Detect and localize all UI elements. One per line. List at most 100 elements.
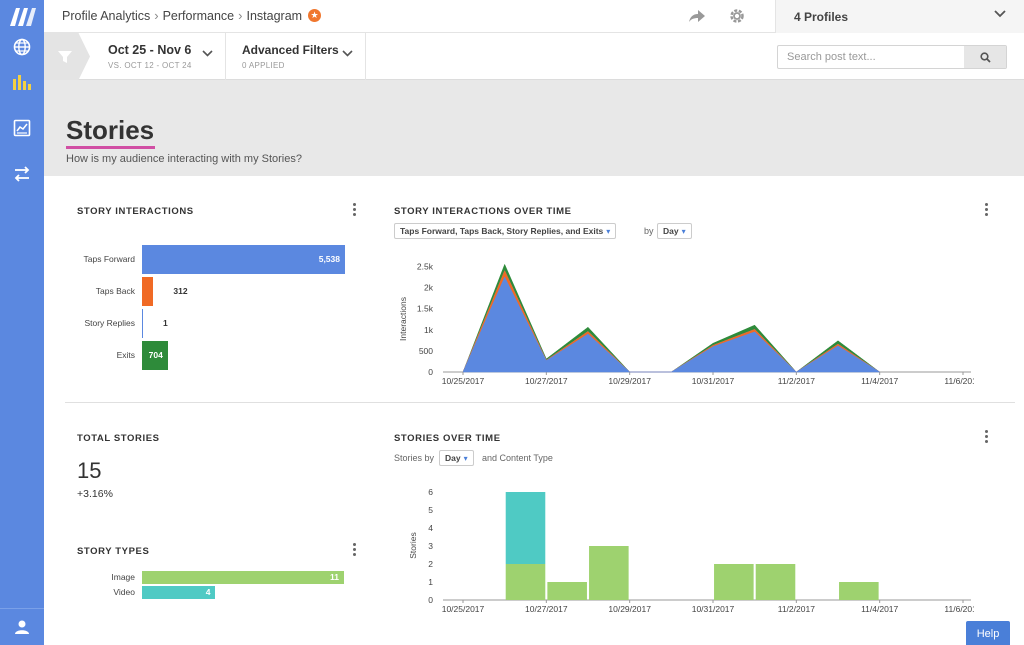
x-tick-label: 11/2/2017 bbox=[778, 604, 815, 614]
chevron-down-icon: ▾ bbox=[463, 454, 468, 463]
story-types-value-image: 11 bbox=[330, 571, 339, 582]
story-types-bar-image[interactable] bbox=[142, 571, 344, 584]
bar-video-10-26-2017[interactable] bbox=[505, 492, 546, 564]
interactions-over-time-menu-icon[interactable] bbox=[984, 203, 988, 217]
metric-select[interactable]: Taps Forward, Taps Back, Story Replies, … bbox=[394, 223, 617, 239]
date-range-value: Oct 25 - Nov 6 bbox=[108, 43, 192, 57]
bar-image-10-28-2017[interactable] bbox=[589, 546, 629, 600]
y-tick-label: 2k bbox=[424, 283, 434, 293]
x-tick-label: 10/27/2017 bbox=[525, 376, 568, 386]
x-tick-label: 11/4/2017 bbox=[861, 376, 898, 386]
story-types-label-image: Image bbox=[111, 571, 135, 582]
y-tick-label: 3 bbox=[428, 541, 433, 551]
interactions-over-time-title: STORY INTERACTIONS OVER TIME bbox=[394, 206, 572, 217]
bar-image-10-31-2017[interactable] bbox=[714, 564, 754, 600]
stories-over-time-menu-icon[interactable] bbox=[984, 430, 988, 444]
interactions-value-story-replies: 1 bbox=[163, 317, 168, 328]
y-tick-label: 1k bbox=[424, 325, 434, 335]
metric-select-value: Taps Forward, Taps Back, Story Replies, … bbox=[400, 226, 604, 236]
x-tick-label: 11/6/2017 bbox=[944, 604, 974, 614]
story-types-value-video: 4 bbox=[205, 586, 211, 597]
chevron-down-icon bbox=[342, 50, 353, 57]
search-box bbox=[777, 45, 1007, 69]
content-type-label: and Content Type bbox=[482, 453, 553, 463]
y-tick-label: 2 bbox=[428, 559, 433, 569]
y-tick-label: 2.5k bbox=[417, 261, 434, 271]
date-range-picker[interactable]: Oct 25 - Nov 6 VS. OCT 12 - OCT 24 bbox=[90, 33, 226, 80]
chevron-down-icon: ▾ bbox=[681, 227, 686, 236]
search-button[interactable] bbox=[964, 46, 1006, 68]
advanced-filters-label: Advanced Filters bbox=[242, 43, 339, 57]
total-stories-change: +3.16% bbox=[77, 488, 113, 500]
gear-icon[interactable] bbox=[728, 7, 746, 25]
left-nav bbox=[0, 0, 44, 645]
breadcrumb: Profile Analytics › Performance › Instag… bbox=[62, 8, 322, 23]
interval-select-value: Day bbox=[663, 226, 679, 236]
breadcrumb-instagram: Instagram bbox=[246, 8, 303, 23]
stories-over-time-title: STORIES OVER TIME bbox=[394, 433, 501, 444]
breadcrumb-profile-analytics[interactable]: Profile Analytics bbox=[62, 8, 151, 23]
interactions-bar-exits[interactable] bbox=[142, 341, 168, 370]
y-tick-label: 0 bbox=[428, 595, 433, 605]
search-input[interactable] bbox=[778, 46, 964, 68]
advanced-filters-count: 0 APPLIED bbox=[242, 61, 285, 70]
x-tick-label: 11/6/2017 bbox=[944, 376, 974, 386]
filter-toggle[interactable] bbox=[44, 33, 90, 80]
x-tick-label: 10/29/2017 bbox=[608, 604, 651, 614]
top-bar: Profile Analytics › Performance › Instag… bbox=[44, 0, 1024, 33]
stories-interval-select[interactable]: Day ▾ bbox=[439, 450, 474, 466]
interactions-value-taps-back: 312 bbox=[173, 285, 188, 296]
chevron-down-icon: ▾ bbox=[606, 227, 611, 236]
star-badge-icon: ★ bbox=[308, 9, 322, 22]
bar-image-10-26-2017[interactable] bbox=[505, 564, 546, 600]
bar-image-10-27-2017[interactable] bbox=[547, 582, 587, 600]
story-interactions-menu-icon[interactable] bbox=[352, 203, 356, 217]
profile-selector-label: 4 Profiles bbox=[794, 10, 849, 24]
bar-image-11-3-2017[interactable] bbox=[839, 582, 879, 600]
profile-selector[interactable]: 4 Profiles bbox=[775, 0, 1024, 33]
swap-arrows-icon[interactable] bbox=[0, 159, 44, 189]
page-subtitle: How is my audience interacting with my S… bbox=[66, 153, 302, 165]
breadcrumb-performance[interactable]: Performance bbox=[162, 8, 235, 23]
x-tick-label: 10/25/2017 bbox=[442, 604, 485, 614]
report-icon[interactable] bbox=[0, 113, 44, 143]
area-series-taps-forward[interactable] bbox=[462, 276, 881, 373]
x-tick-label: 11/4/2017 bbox=[861, 604, 898, 614]
y-tick-label: 1.5k bbox=[417, 304, 434, 314]
interactions-label-story-replies: Story Replies bbox=[84, 317, 135, 328]
bar-chart-icon[interactable] bbox=[0, 67, 44, 97]
section-divider bbox=[65, 402, 1015, 403]
total-stories-value: 15 bbox=[77, 458, 102, 483]
globe-icon[interactable] bbox=[0, 32, 44, 62]
stories-by-label: Stories by bbox=[394, 453, 435, 463]
advanced-filters-dropdown[interactable]: Advanced Filters 0 APPLIED bbox=[226, 33, 366, 80]
interval-select[interactable]: Day ▾ bbox=[657, 223, 692, 239]
interactions-bar-taps-forward[interactable] bbox=[142, 245, 345, 274]
user-icon[interactable] bbox=[0, 608, 44, 645]
x-tick-label: 10/29/2017 bbox=[608, 376, 651, 386]
story-types-menu-icon[interactable] bbox=[352, 543, 356, 557]
story-types-label-video: Video bbox=[113, 586, 135, 597]
x-tick-label: 10/31/2017 bbox=[692, 604, 735, 614]
interactions-bar-taps-back[interactable] bbox=[142, 277, 154, 306]
by-label: by bbox=[644, 226, 654, 236]
interactions-label-exits: Exits bbox=[116, 349, 135, 360]
title-underline bbox=[66, 146, 155, 149]
help-button[interactable]: Help bbox=[966, 621, 1010, 645]
share-icon[interactable] bbox=[688, 8, 706, 24]
bar-image-11-1-2017[interactable] bbox=[755, 564, 796, 600]
story-types-bar-video[interactable] bbox=[142, 586, 216, 599]
interactions-value-taps-forward: 5,538 bbox=[318, 253, 340, 264]
interactions-label-taps-forward: Taps Forward bbox=[83, 253, 136, 264]
funnel-icon bbox=[58, 50, 72, 63]
sprout-logo-icon[interactable] bbox=[7, 4, 37, 30]
interactions-value-exits: 704 bbox=[148, 349, 163, 360]
x-tick-label: 10/27/2017 bbox=[525, 604, 568, 614]
search-icon bbox=[979, 51, 991, 63]
interactions-bar-story-replies[interactable] bbox=[142, 309, 143, 338]
x-tick-label: 11/2/2017 bbox=[778, 376, 815, 386]
y-tick-label: 1 bbox=[428, 577, 433, 587]
y-tick-label: 4 bbox=[428, 523, 433, 533]
interactions-label-taps-back: Taps Back bbox=[95, 285, 135, 296]
